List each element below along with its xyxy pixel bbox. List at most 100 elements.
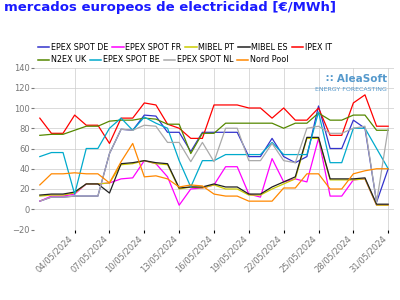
MIBEL ES (130, 161, 135, 164)
Nord Pool (119, 160, 124, 164)
MIBEL PT (49, 193, 54, 197)
EPEX SPOT DE (38, 199, 42, 203)
MIBEL ES (223, 185, 228, 189)
Line: MIBEL ES: MIBEL ES (40, 137, 388, 204)
EPEX SPOT FR (142, 159, 147, 163)
EPEX SPOT BE (130, 128, 135, 132)
N2EX UK (96, 124, 100, 128)
N2EX UK (49, 133, 54, 136)
MIBEL PT (316, 136, 321, 140)
Nord Pool (130, 142, 135, 145)
EPEX SPOT NL (223, 127, 228, 130)
EPEX SPOT NL (212, 160, 216, 164)
EPEX SPOT DE (49, 195, 54, 199)
Nord Pool (72, 171, 77, 175)
Nord Pool (246, 199, 251, 203)
MIBEL PT (374, 203, 379, 207)
EPEX SPOT BE (235, 153, 240, 156)
EPEX SPOT BE (107, 127, 112, 130)
N2EX UK (328, 118, 332, 122)
EPEX SPOT FR (235, 165, 240, 169)
EPEX SPOT NL (119, 128, 124, 131)
EPEX SPOT NL (72, 194, 77, 198)
Text: mercados europeos de electricidad [€/MWh]: mercados europeos de electricidad [€/MWh… (4, 2, 336, 14)
EPEX SPOT FR (362, 177, 367, 181)
EPEX SPOT NL (200, 141, 205, 144)
EPEX SPOT DE (328, 147, 332, 150)
MIBEL ES (154, 161, 158, 164)
N2EX UK (200, 131, 205, 135)
EPEX SPOT DE (200, 130, 205, 134)
EPEX SPOT FR (281, 180, 286, 184)
N2EX UK (258, 122, 263, 125)
EPEX SPOT BE (339, 161, 344, 164)
N2EX UK (61, 133, 66, 136)
MIBEL ES (84, 182, 89, 186)
EPEX SPOT FR (339, 194, 344, 198)
IPEX IT (258, 106, 263, 110)
EPEX SPOT DE (119, 128, 124, 131)
Nord Pool (258, 199, 263, 203)
MIBEL ES (339, 177, 344, 181)
IPEX IT (339, 134, 344, 137)
IPEX IT (270, 116, 274, 120)
MIBEL ES (119, 162, 124, 166)
N2EX UK (362, 113, 367, 117)
MIBEL PT (351, 178, 356, 182)
Nord Pool (386, 167, 390, 170)
EPEX SPOT BE (223, 153, 228, 156)
Nord Pool (281, 186, 286, 190)
EPEX SPOT BE (293, 153, 298, 156)
MIBEL PT (177, 187, 182, 191)
N2EX UK (212, 131, 216, 135)
Nord Pool (154, 174, 158, 178)
MIBEL PT (188, 185, 193, 189)
MIBEL PT (270, 187, 274, 191)
EPEX SPOT BE (386, 167, 390, 170)
IPEX IT (304, 118, 309, 122)
Nord Pool (96, 172, 100, 175)
EPEX SPOT BE (351, 127, 356, 130)
MIBEL PT (72, 191, 77, 195)
Text: ENERGY FORECASTING: ENERGY FORECASTING (315, 87, 387, 92)
Line: Nord Pool: Nord Pool (40, 143, 388, 201)
MIBEL ES (61, 192, 66, 196)
EPEX SPOT FR (130, 176, 135, 180)
EPEX SPOT FR (223, 165, 228, 169)
EPEX SPOT NL (49, 195, 54, 199)
IPEX IT (212, 103, 216, 107)
N2EX UK (374, 128, 379, 132)
IPEX IT (281, 106, 286, 110)
EPEX SPOT BE (362, 127, 367, 130)
EPEX SPOT DE (258, 155, 263, 158)
EPEX SPOT NL (281, 159, 286, 163)
EPEX SPOT DE (281, 155, 286, 158)
IPEX IT (328, 134, 332, 137)
EPEX SPOT BE (165, 127, 170, 130)
EPEX SPOT BE (304, 153, 309, 156)
EPEX SPOT FR (96, 182, 100, 186)
EPEX SPOT NL (235, 127, 240, 130)
IPEX IT (38, 116, 42, 120)
EPEX SPOT NL (304, 127, 309, 130)
EPEX SPOT DE (270, 136, 274, 140)
MIBEL ES (38, 193, 42, 197)
N2EX UK (270, 122, 274, 125)
Nord Pool (351, 172, 356, 175)
EPEX SPOT BE (84, 147, 89, 150)
EPEX SPOT FR (246, 192, 251, 196)
EPEX SPOT NL (130, 128, 135, 132)
MIBEL ES (72, 190, 77, 194)
N2EX UK (304, 122, 309, 125)
IPEX IT (293, 118, 298, 122)
MIBEL ES (386, 202, 390, 206)
Legend: N2EX UK, EPEX SPOT BE, EPEX SPOT NL, Nord Pool: N2EX UK, EPEX SPOT BE, EPEX SPOT NL, Nor… (38, 55, 288, 64)
MIBEL ES (246, 192, 251, 196)
IPEX IT (246, 106, 251, 110)
MIBEL PT (61, 193, 66, 197)
MIBEL PT (165, 163, 170, 166)
N2EX UK (188, 152, 193, 155)
IPEX IT (316, 106, 321, 110)
MIBEL ES (177, 186, 182, 190)
N2EX UK (177, 122, 182, 126)
